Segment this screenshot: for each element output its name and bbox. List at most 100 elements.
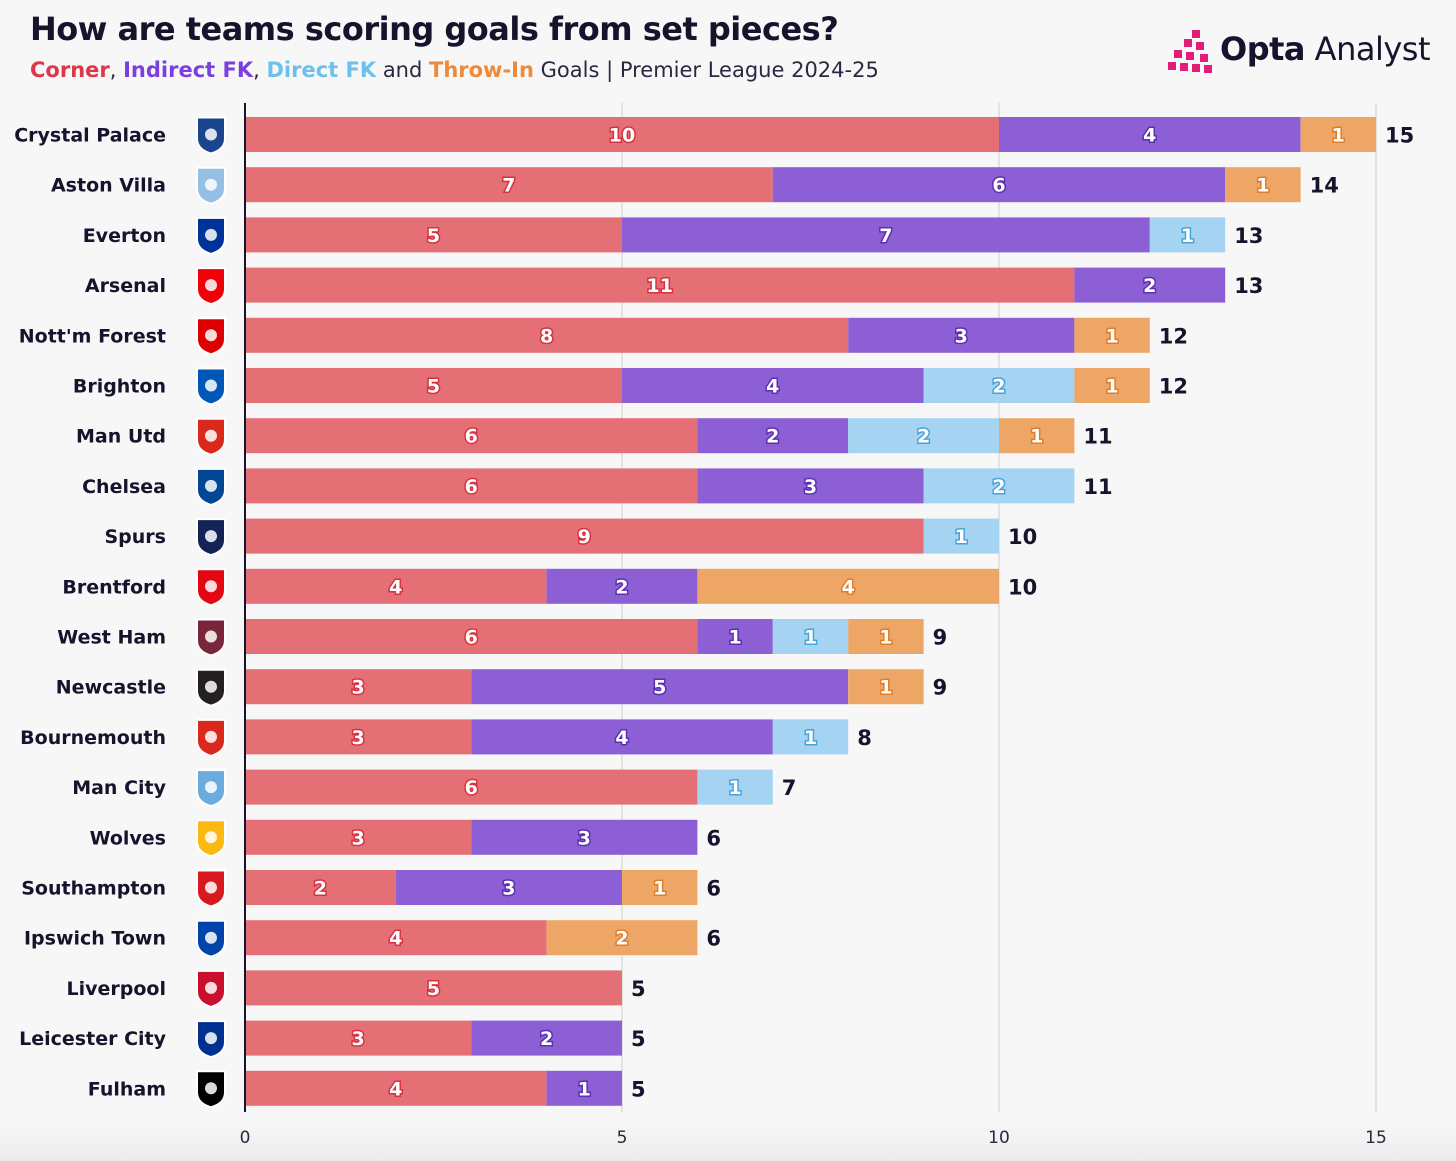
bar-segment-corner [245, 368, 622, 403]
bar-total-label: 10 [1008, 575, 1037, 599]
team-label: Nott'm Forest [19, 325, 166, 347]
team-label: Bournemouth [20, 727, 166, 749]
bar-value-label: 4 [389, 1078, 402, 1100]
bar-segment-throw-in [1074, 368, 1150, 403]
bar-segment-indirect-fk [546, 1070, 622, 1106]
chart-subtitle: Corner, Indirect FK, Direct FK and Throw… [30, 58, 879, 82]
man-utd-crest-icon [196, 417, 226, 456]
bar-total-label: 15 [1385, 124, 1414, 148]
bar-segment-indirect-fk [697, 619, 773, 654]
bar-segment-corner [245, 970, 622, 1006]
bar-segment-throw-in [848, 669, 924, 705]
bar-value-label: 3 [502, 878, 515, 900]
leicester-city-crest-icon [196, 1020, 226, 1059]
bar-value-label: 2 [766, 426, 779, 448]
bar-value-label: 6 [465, 777, 478, 799]
chart-title: How are teams scoring goals from set pie… [30, 10, 839, 48]
team-label: Crystal Palace [14, 125, 166, 147]
bar-value-label: 10 [609, 125, 635, 147]
bar-value-label: 8 [540, 325, 553, 347]
bar-value-label: 2 [540, 1028, 553, 1050]
legend-indirect-fk: Indirect FK [123, 58, 254, 82]
bar-value-label: 2 [314, 878, 327, 900]
bar-value-label: 2 [615, 928, 628, 950]
bar-segment-throw-in [1225, 167, 1301, 203]
bar-segment-corner [245, 819, 472, 855]
aston-villa-crest-icon [196, 166, 226, 205]
bar-value-label: 1 [879, 677, 892, 699]
subtitle-rest: Goals | Premier League 2024-25 [533, 58, 879, 82]
bar-total-label: 12 [1159, 375, 1188, 399]
man-city-crest-icon [196, 769, 226, 808]
everton-crest-icon [196, 216, 226, 255]
bar-segment-direct-fk [772, 619, 849, 654]
bar-segment-corner [245, 619, 698, 654]
bar-total-label: 6 [706, 877, 721, 901]
bar-value-label: 6 [465, 426, 478, 448]
legend-corner: Corner [30, 58, 110, 82]
bar-value-label: 6 [465, 476, 478, 498]
wolves-crest-icon [196, 819, 226, 858]
nottm-forest-crest-icon [196, 317, 226, 356]
bar-value-label: 2 [917, 426, 930, 448]
opta-analyst-logo-icon [1168, 30, 1212, 73]
bar-value-label: 1 [879, 627, 892, 649]
brentford-crest-icon [196, 568, 226, 607]
legend-direct-fk: Direct FK [266, 58, 377, 82]
bar-segment-corner [245, 518, 924, 554]
bar-value-label: 4 [389, 576, 402, 598]
bar-value-label: 5 [427, 225, 440, 247]
bar-value-label: 3 [578, 827, 591, 849]
team-label: Leicester City [19, 1028, 166, 1050]
team-label: Southampton [21, 878, 166, 900]
x-tick-label: 0 [240, 1128, 251, 1148]
bar-segment-indirect-fk [471, 1020, 622, 1056]
bar-value-label: 3 [351, 1028, 364, 1050]
team-label: Man Utd [76, 426, 166, 448]
team-label: Ipswich Town [24, 928, 166, 950]
bar-segment-throw-in [546, 920, 698, 956]
bar-value-label: 1 [1030, 426, 1043, 448]
bar-value-label: 2 [992, 476, 1005, 498]
bar-total-label: 6 [706, 826, 721, 850]
fulham-crest-icon [196, 1070, 226, 1109]
bar-total-label: 13 [1234, 224, 1263, 248]
bar-value-label: 3 [955, 325, 968, 347]
team-label: West Ham [57, 627, 166, 649]
brighton-crest-icon [196, 367, 226, 406]
bar-segment-corner [245, 167, 773, 203]
west-ham-crest-icon [196, 618, 226, 657]
bar-segment-throw-in [1074, 317, 1150, 353]
bar-total-label: 5 [631, 1027, 646, 1051]
bar-total-label: 8 [857, 726, 872, 750]
bar-segment-indirect-fk [546, 568, 698, 604]
bar-total-label: 11 [1083, 425, 1112, 449]
bar-segment-indirect-fk [848, 317, 1075, 353]
legend-throw-in: Throw-In [429, 58, 534, 82]
bar-segment-direct-fk [772, 719, 849, 755]
bar-value-label: 3 [351, 677, 364, 699]
bar-value-label: 7 [879, 225, 892, 247]
bar-segment-indirect-fk [395, 870, 622, 905]
bar-segment-corner [245, 920, 547, 956]
bar-value-label: 1 [728, 777, 741, 799]
crystal-palace-crest-icon [196, 116, 226, 155]
bar-segment-indirect-fk [471, 669, 849, 705]
bar-total-label: 9 [933, 676, 948, 700]
bar-total-label: 14 [1310, 174, 1339, 198]
x-tick-label: 5 [617, 1128, 628, 1148]
bar-value-label: 3 [804, 476, 817, 498]
team-label: Fulham [88, 1078, 166, 1100]
bar-segment-throw-in [848, 619, 924, 654]
bar-segment-direct-fk [923, 518, 999, 554]
subtitle-and: and [376, 58, 429, 82]
bar-value-label: 4 [389, 928, 402, 950]
team-label: Chelsea [82, 476, 166, 498]
bar-value-label: 1 [804, 627, 817, 649]
bar-segment-indirect-fk [1074, 267, 1226, 303]
subtitle-separator: , [253, 58, 267, 82]
bar-value-label: 1 [578, 1078, 591, 1100]
bar-segment-indirect-fk [622, 217, 1150, 253]
bournemouth-crest-icon [196, 718, 226, 757]
bar-value-label: 9 [578, 526, 591, 548]
